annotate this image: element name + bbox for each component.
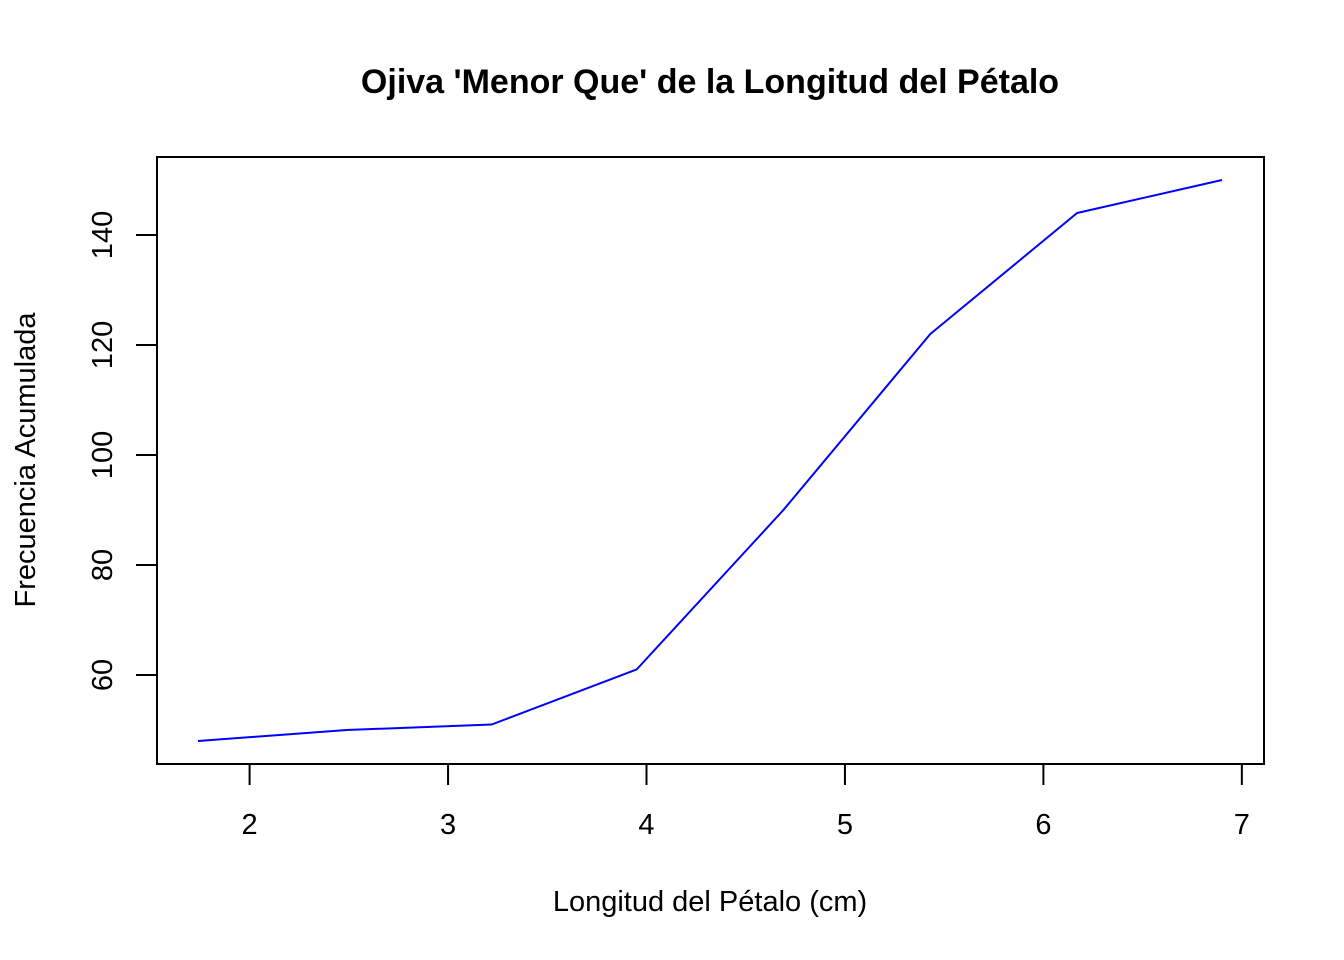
chart-title: Ojiva 'Menor Que' de la Longitud del Pét… (361, 63, 1059, 101)
y-tick-label: 100 (87, 431, 119, 479)
y-tick-label: 80 (87, 549, 119, 581)
x-axis-label: Longitud del Pétalo (cm) (553, 886, 867, 918)
x-axis: 2 3 4 5 6 7 (242, 763, 1250, 841)
x-tick-label: 6 (1035, 809, 1051, 841)
series-line (197, 179, 1223, 742)
y-axis-label: Frecuencia Acumulada (10, 312, 42, 608)
y-tick-label: 140 (87, 211, 119, 259)
y-axis: 60 80 100 120 140 (87, 211, 158, 691)
y-tick-label: 60 (87, 659, 119, 691)
x-tick-label: 5 (837, 809, 853, 841)
series-layer (197, 179, 1223, 742)
x-tick-label: 2 (242, 809, 258, 841)
x-tick-label: 3 (440, 809, 456, 841)
x-tick-label: 4 (638, 809, 654, 841)
x-tick-label: 7 (1234, 809, 1250, 841)
plot-frame (156, 156, 1265, 765)
y-tick-label: 120 (87, 321, 119, 369)
